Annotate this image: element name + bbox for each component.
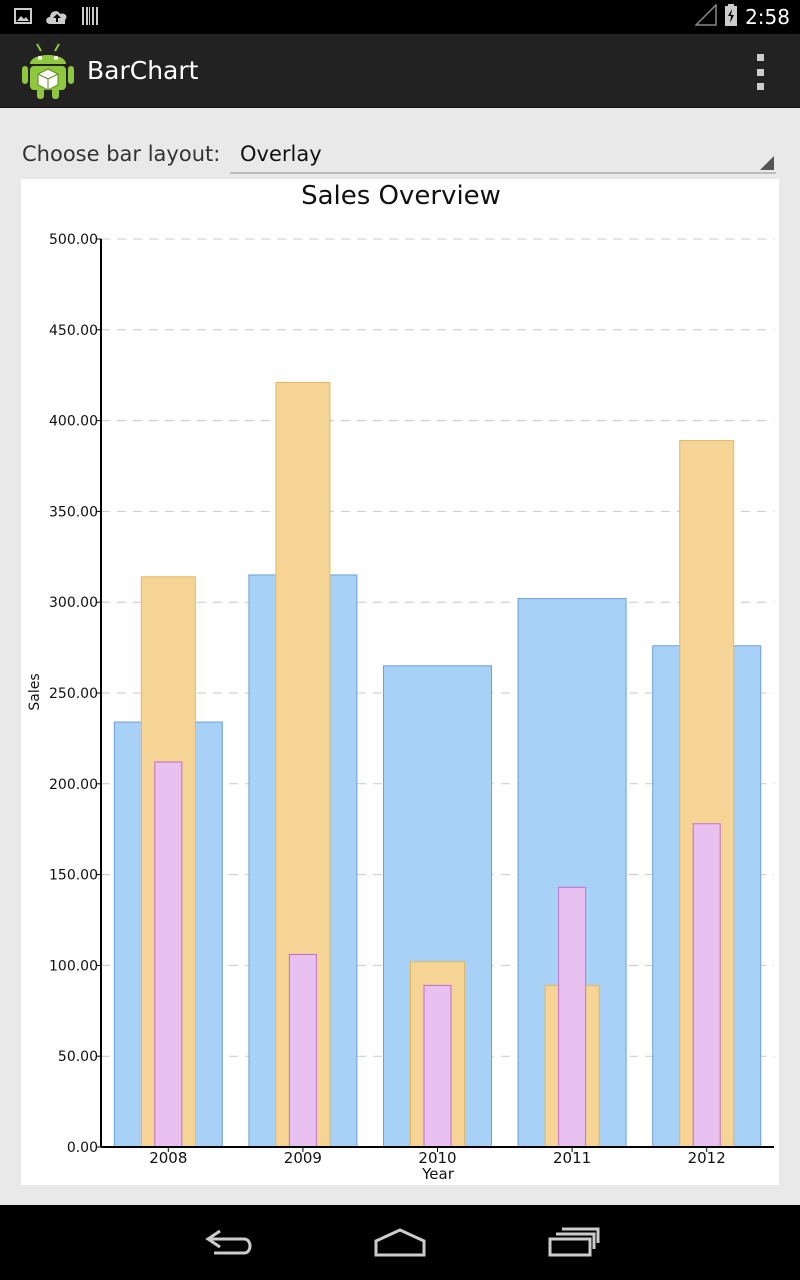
x-tick-label: 2012 xyxy=(688,1149,726,1167)
y-tick-label: 50.00 xyxy=(58,1049,98,1065)
chart-title: Sales Overview xyxy=(301,181,501,211)
image-icon xyxy=(14,8,32,28)
app-title: BarChart xyxy=(87,56,199,85)
y-tick-label: 0.00 xyxy=(67,1140,98,1156)
x-tick-label: 2010 xyxy=(418,1149,456,1167)
y-tick-label: 300.00 xyxy=(49,595,98,611)
back-icon[interactable] xyxy=(200,1227,260,1259)
chart-panel: Sales Overview 0.00 50.00 100.00 150.00 200.… xyxy=(21,179,779,1185)
bar-series-3-2011 xyxy=(558,886,587,1148)
bar-series-3-2009 xyxy=(288,954,317,1148)
android-robot-icon xyxy=(22,42,74,100)
y-tick-label: 500.00 xyxy=(49,232,98,248)
action-bar: BarChart xyxy=(0,34,800,108)
navigation-bar xyxy=(0,1205,800,1280)
bar-series-3-2008 xyxy=(154,761,183,1148)
x-tick-label: 2008 xyxy=(149,1149,187,1167)
y-tick-label: 200.00 xyxy=(49,777,98,793)
bar-layout-label: Choose bar layout: xyxy=(22,142,221,166)
status-time: 2:58 xyxy=(745,5,790,29)
y-tick-label: 450.00 xyxy=(49,323,98,339)
y-axis-label: Sales xyxy=(27,673,43,710)
bar-layout-spinner[interactable]: Overlay xyxy=(230,132,776,174)
y-tick-label: 400.00 xyxy=(49,414,98,430)
recents-icon[interactable] xyxy=(542,1227,602,1259)
signal-icon xyxy=(694,3,717,30)
bar-series-3-2010 xyxy=(423,984,452,1148)
home-icon[interactable] xyxy=(370,1227,430,1259)
y-tick-label: 100.00 xyxy=(49,958,98,974)
y-tick-label: 250.00 xyxy=(49,686,98,702)
status-bar: 2:58 xyxy=(0,0,800,34)
barcode-icon xyxy=(82,7,98,29)
bar-chart: Sales Overview 0.00 50.00 100.00 150.00 200.… xyxy=(27,181,774,1183)
dropdown-arrow-icon xyxy=(760,156,774,170)
battery-charging-icon xyxy=(725,4,738,30)
y-tick-label: 150.00 xyxy=(49,868,98,884)
x-tick-label: 2011 xyxy=(553,1149,591,1167)
bar-layout-value: Overlay xyxy=(240,142,322,166)
cloud-upload-icon xyxy=(44,7,70,29)
overflow-menu-icon[interactable] xyxy=(750,54,770,90)
main-content: Choose bar layout: Overlay Sales Overvie… xyxy=(0,108,800,1205)
x-tick-label: 2009 xyxy=(284,1149,322,1167)
bar-series-3-2012 xyxy=(692,823,721,1148)
y-tick-label: 350.00 xyxy=(49,504,98,520)
x-axis-label: Year xyxy=(421,1165,455,1183)
